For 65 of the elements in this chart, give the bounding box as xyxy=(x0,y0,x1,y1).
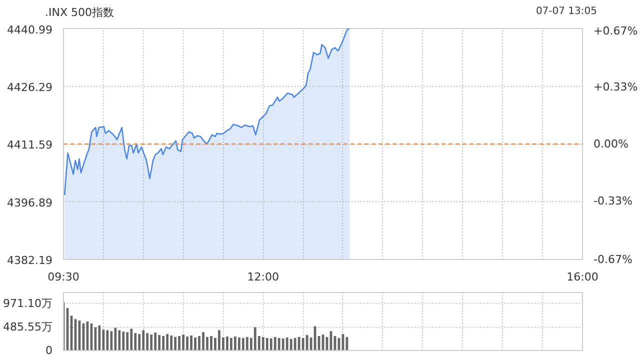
y-tick-label: 971.10万 xyxy=(3,297,53,310)
bar xyxy=(94,327,97,350)
bar xyxy=(106,330,109,350)
bar xyxy=(230,338,232,350)
bar xyxy=(178,336,180,350)
x-tick-label: 16:00 xyxy=(566,270,598,284)
bar xyxy=(150,334,153,350)
bar xyxy=(210,336,212,350)
bar xyxy=(270,338,272,350)
y-tick-label: 4440.99 xyxy=(7,24,53,36)
bar xyxy=(138,334,141,350)
bar xyxy=(182,334,184,350)
bar xyxy=(274,336,276,350)
bar xyxy=(202,332,204,350)
x-tick-label: 12:00 xyxy=(247,270,279,284)
y2-tick-label: -0.67% xyxy=(594,253,632,266)
text: 07-07 13:05 xyxy=(536,5,597,19)
bar xyxy=(186,336,188,350)
bar xyxy=(286,337,288,350)
bar xyxy=(254,327,256,350)
y-tick-label: 485.55万 xyxy=(3,320,53,334)
bar xyxy=(238,337,240,350)
bar xyxy=(114,328,117,350)
bar xyxy=(98,325,101,350)
bar xyxy=(162,336,165,350)
y-tick-label: 4426.29 xyxy=(7,80,53,94)
bar xyxy=(154,332,157,350)
bar xyxy=(198,336,200,350)
bar xyxy=(146,333,149,350)
bar xyxy=(122,332,125,350)
bar xyxy=(290,338,292,350)
bar xyxy=(170,336,172,350)
bar xyxy=(262,336,264,350)
bar xyxy=(294,338,296,350)
bar xyxy=(130,328,133,350)
bar xyxy=(166,334,168,350)
bar xyxy=(174,336,176,350)
chart-title: .INX 500指数 xyxy=(45,5,114,21)
y-tick-label: 4411.59 xyxy=(7,138,53,152)
bar xyxy=(246,336,248,350)
bar xyxy=(226,336,228,350)
bar xyxy=(110,331,113,350)
bar xyxy=(218,330,220,350)
bar xyxy=(142,330,145,350)
x-tick-label: 09:30 xyxy=(48,270,80,284)
bar xyxy=(118,330,121,350)
bar xyxy=(102,330,105,350)
y2-tick-label: 0.00% xyxy=(594,138,628,150)
bar xyxy=(282,338,284,350)
bar xyxy=(190,336,192,350)
bar xyxy=(126,332,129,350)
bar xyxy=(234,336,236,350)
bar xyxy=(278,338,280,350)
bar xyxy=(158,335,161,350)
y2-tick-label: +0.33% xyxy=(594,80,638,94)
y2-tick-label: -0.33% xyxy=(594,194,632,208)
y2-tick-label: +0.67% xyxy=(594,24,638,38)
bar xyxy=(266,338,268,350)
y-tick-label: 4396.89 xyxy=(7,196,53,210)
y-tick-label: 0 xyxy=(46,344,52,357)
y-tick-label: 4382.19 xyxy=(7,254,53,267)
bar xyxy=(134,333,137,350)
bar xyxy=(90,323,93,350)
bar xyxy=(194,337,196,350)
bar xyxy=(242,338,244,350)
